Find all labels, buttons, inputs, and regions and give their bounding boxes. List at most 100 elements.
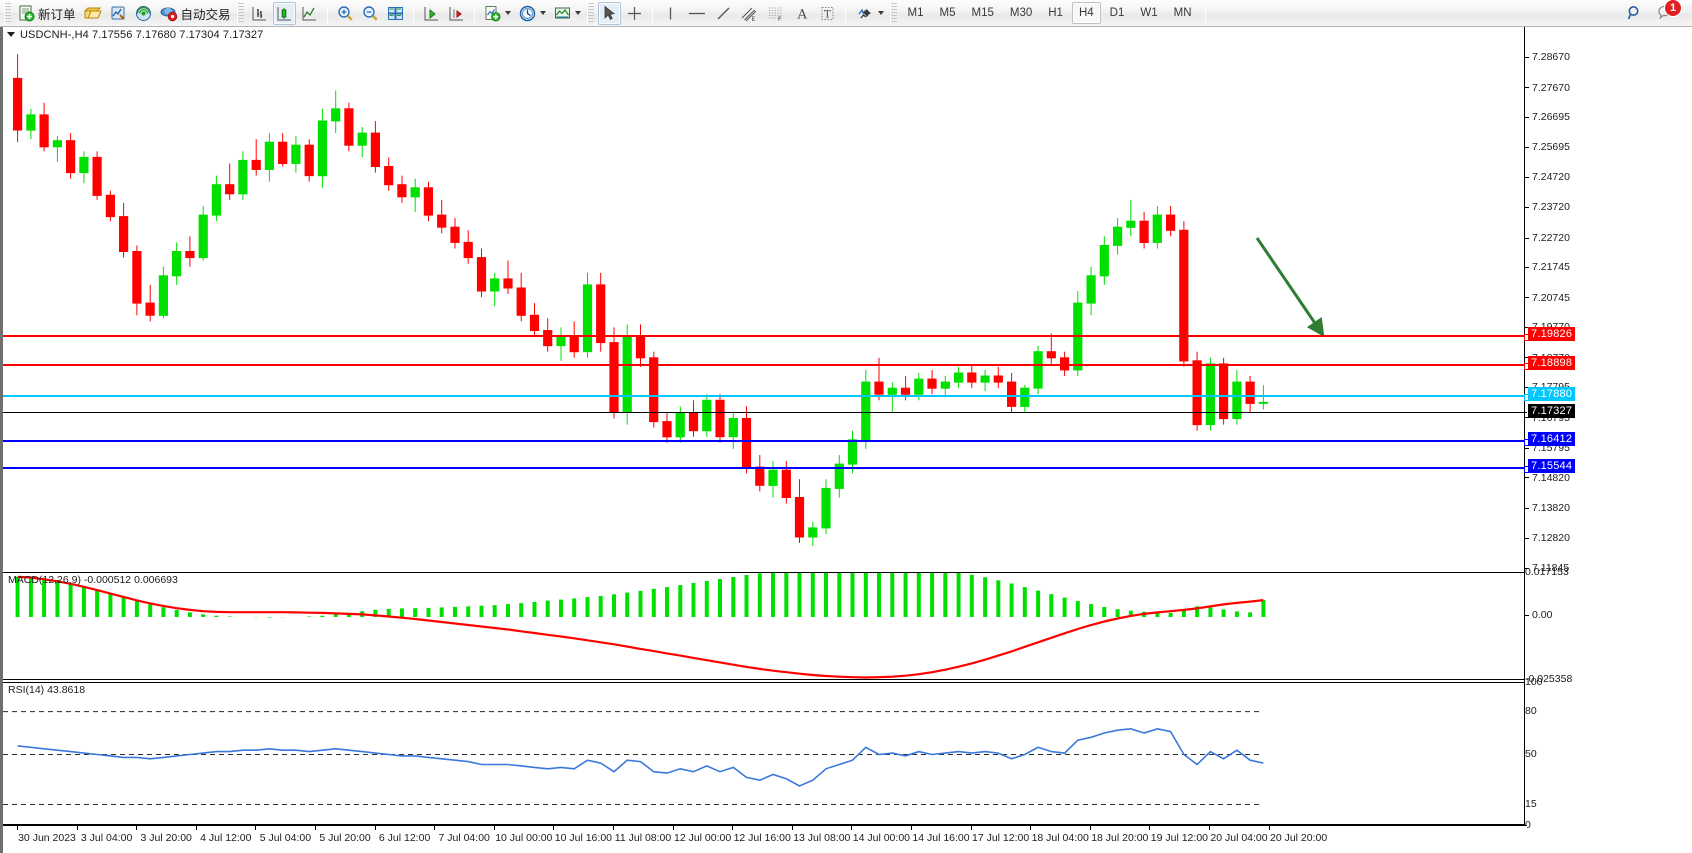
timeframe-m15[interactable]: M15 [971, 7, 994, 19]
candlestick-chart-button[interactable] [272, 1, 296, 25]
zoom-out-button[interactable] [359, 2, 382, 25]
timeframe-mn[interactable]: MN [1173, 7, 1192, 19]
vertical-line-button[interactable] [659, 2, 682, 25]
new-order-label: 新订单 [38, 7, 76, 22]
tile-windows-icon [387, 6, 403, 20]
price-axis-tick: 7.22720 [1525, 232, 1570, 244]
toolbar-grip-3[interactable] [586, 2, 594, 24]
resistance-line-2[interactable] [3, 363, 1531, 370]
chart-shift-button[interactable] [445, 2, 468, 25]
price-axis[interactable]: 7.28670 7.27670 7.26695 7.25695 7.24720 7.237… [1524, 27, 1692, 853]
time-axis-tick [1089, 826, 1091, 830]
zoom-in-button[interactable] [334, 2, 357, 25]
vertical-line-icon [669, 7, 671, 19]
cursor-button[interactable] [597, 1, 621, 25]
time-axis-label: 30 Jun 2023 [18, 832, 76, 844]
time-axis-tick [791, 826, 793, 830]
time-axis-tick [553, 826, 555, 830]
time-axis-label: 4 Jul 12:00 [200, 832, 252, 844]
price-tag-support[interactable]: 7.16412 [1528, 432, 1576, 446]
add-indicator-caret-icon[interactable] [504, 11, 511, 15]
equidistant-channel-button[interactable]: E [737, 2, 762, 25]
price-tag-resistance[interactable]: 7.19826 [1528, 327, 1576, 341]
alerts-button[interactable]: 1 [1654, 0, 1682, 25]
price-axis-tick: 7.25695 [1525, 141, 1570, 153]
cursor-icon [604, 5, 615, 20]
line-chart-icon [302, 6, 316, 20]
fibonacci-icon: F [768, 7, 782, 22]
price-axis-tick: 7.12820 [1525, 532, 1570, 544]
price-axis-tick: 7.13820 [1525, 502, 1570, 514]
new-order-button[interactable]: 新订单 [15, 2, 79, 25]
support-line-1[interactable] [3, 439, 1531, 446]
time-axis-label: 10 Jul 16:00 [554, 832, 612, 844]
tile-windows-button[interactable] [384, 2, 407, 25]
time-axis-tick [1268, 826, 1270, 830]
timeframe-h1[interactable]: H1 [1048, 7, 1063, 19]
timeframe-w1[interactable]: W1 [1140, 7, 1158, 19]
search-button[interactable] [1623, 2, 1647, 25]
svg-text:A: A [796, 7, 807, 22]
macd-axis-tick: 0.00 [1525, 609, 1552, 621]
rsi-axis-tick: 15 [1525, 797, 1537, 810]
price-pane[interactable] [3, 42, 1531, 569]
time-axis-tick [195, 826, 197, 830]
rsi-pane[interactable]: RSI(14) 43.8618 [3, 682, 1527, 825]
crosshair-button[interactable] [623, 2, 646, 25]
time-axis-tick [434, 826, 436, 830]
time-axis-label: 13 Jul 08:00 [793, 832, 851, 844]
line-chart-button[interactable] [298, 2, 321, 25]
price-tag-bid[interactable]: 7.17880 [1528, 387, 1576, 401]
price-axis-tick: 7.21745 [1525, 261, 1570, 273]
bid-price-line[interactable] [3, 394, 1531, 401]
timeframe-m30[interactable]: M30 [1009, 7, 1033, 19]
price-axis-tick: 7.26695 [1525, 111, 1570, 123]
resistance-line-1[interactable] [3, 334, 1531, 341]
add-indicator-button[interactable] [481, 2, 514, 25]
template-button[interactable] [81, 2, 105, 25]
price-tag-resistance[interactable]: 7.18898 [1528, 356, 1576, 370]
fibonacci-button[interactable]: F [764, 2, 789, 25]
signals-button[interactable] [132, 2, 155, 25]
toolbar-grip[interactable] [4, 2, 11, 24]
macd-pane[interactable]: MACD(12,26,9) -0.000512 0.006693 [3, 572, 1527, 680]
auto-scroll-button[interactable] [420, 2, 443, 25]
period-caret-icon[interactable] [539, 11, 546, 15]
main-toolbar: 新订单 [0, 0, 1692, 27]
time-axis-label: 3 Jul 20:00 [140, 832, 192, 844]
objects-button[interactable] [852, 2, 887, 25]
zoom-out-icon [362, 5, 378, 21]
rsi-indicator-label: RSI(14) 43.8618 [8, 684, 86, 696]
templates-button[interactable] [551, 2, 584, 25]
bar-chart-button[interactable] [248, 2, 271, 25]
support-line-2[interactable] [3, 466, 1531, 473]
trendline-button[interactable] [712, 2, 735, 25]
time-axis-tick [1209, 826, 1210, 830]
text-box-button[interactable]: T [816, 2, 839, 25]
toolbar-separator-4 [651, 3, 653, 23]
price-tag-support[interactable]: 7.15544 [1528, 459, 1576, 473]
time-axis-tick [1030, 826, 1032, 830]
period-button[interactable] [516, 2, 549, 25]
time-axis-label: 18 Jul 20:00 [1091, 832, 1149, 844]
data-window-button[interactable] [107, 2, 130, 25]
timeframe-d1[interactable]: D1 [1109, 7, 1125, 19]
time-axis[interactable]: 30 Jun 2023 3 Jul 04:00 3 Jul 20:00 4 Jul 1… [3, 825, 1527, 853]
price-tag-last[interactable]: 7.17327 [1528, 404, 1576, 418]
chart-area[interactable]: USDCNH-,H4 7.17556 7.17680 7.17304 7.173… [0, 27, 1692, 853]
chart-menu-caret-icon[interactable] [7, 32, 15, 37]
timeframe-h4[interactable]: H4 [1071, 2, 1101, 24]
toolbar-grip-4[interactable] [889, 2, 897, 24]
time-axis-label: 3 Jul 04:00 [80, 832, 133, 844]
text-label-button[interactable]: A [791, 2, 814, 25]
toolbar-grip-2[interactable] [236, 2, 244, 24]
auto-trading-button[interactable]: 自动交易 [157, 2, 234, 25]
templates-caret-icon[interactable] [574, 11, 581, 15]
chart-symbol-bar: USDCNH-,H4 7.17556 7.17680 7.17304 7.173… [3, 27, 1692, 42]
horizontal-line-button[interactable] [684, 2, 710, 25]
timeframe-m5[interactable]: M5 [939, 7, 956, 19]
objects-caret-icon[interactable] [877, 11, 884, 15]
price-axis-tick: 7.27670 [1525, 82, 1570, 94]
timeframe-m1[interactable]: M1 [907, 7, 924, 19]
